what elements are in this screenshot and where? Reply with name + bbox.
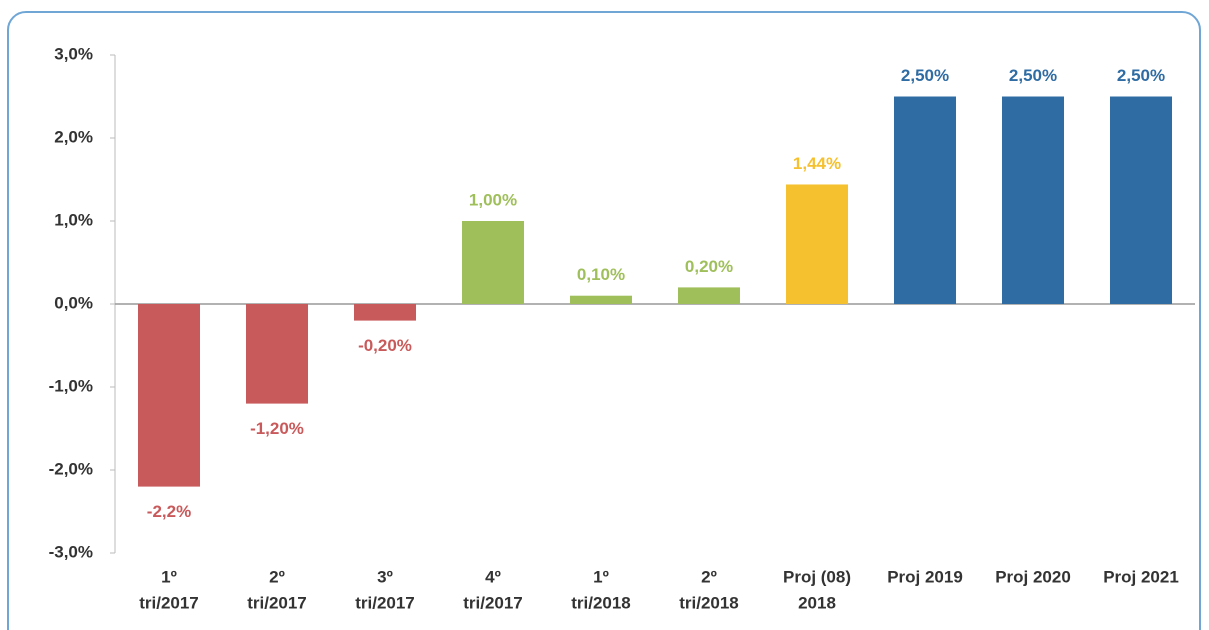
y-tick-label: 0,0%: [54, 293, 93, 312]
x-tick-label: 3º: [377, 567, 393, 586]
data-label: -1,20%: [250, 419, 304, 438]
data-label: -0,20%: [358, 336, 412, 355]
x-tick-label: Proj (08): [783, 567, 851, 586]
y-tick-label: -3,0%: [49, 542, 93, 561]
data-label: 1,00%: [469, 190, 517, 209]
data-label: -2,2%: [147, 502, 191, 521]
x-tick-label: 2º: [701, 567, 717, 586]
bar: [786, 184, 848, 304]
bar: [570, 295, 632, 304]
data-label: 2,50%: [1009, 66, 1057, 85]
bar: [462, 221, 524, 304]
y-tick-label: 3,0%: [54, 44, 93, 63]
x-tick-label: Proj 2019: [887, 567, 963, 586]
bar: [138, 304, 200, 487]
x-tick-label: tri/2017: [247, 593, 307, 612]
x-tick-label: tri/2017: [463, 593, 523, 612]
y-tick-label: -1,0%: [49, 376, 93, 395]
x-tick-label: 1º: [161, 567, 177, 586]
x-tick-label: 4º: [485, 567, 501, 586]
bar: [894, 96, 956, 304]
data-label: 2,50%: [1117, 66, 1165, 85]
chart-border: [7, 11, 1201, 630]
x-tick-label: tri/2017: [139, 593, 199, 612]
bar: [246, 304, 308, 404]
data-label: 0,10%: [577, 265, 625, 284]
x-tick-label: Proj 2021: [1103, 567, 1179, 586]
y-tick-label: -2,0%: [49, 459, 93, 478]
y-tick-label: 1,0%: [54, 210, 93, 229]
bar: [354, 304, 416, 321]
bar: [1110, 96, 1172, 304]
x-tick-label: 1º: [593, 567, 609, 586]
x-tick-label: 2º: [269, 567, 285, 586]
data-label: 2,50%: [901, 66, 949, 85]
x-tick-label: Proj 2020: [995, 567, 1071, 586]
data-label: 0,20%: [685, 257, 733, 276]
y-tick-label: 2,0%: [54, 127, 93, 146]
bar: [1002, 96, 1064, 304]
bar: [678, 287, 740, 304]
x-tick-label: 2018: [798, 593, 836, 612]
x-tick-label: tri/2018: [571, 593, 631, 612]
data-label: 1,44%: [793, 154, 841, 173]
x-tick-label: tri/2018: [679, 593, 739, 612]
x-tick-label: tri/2017: [355, 593, 415, 612]
